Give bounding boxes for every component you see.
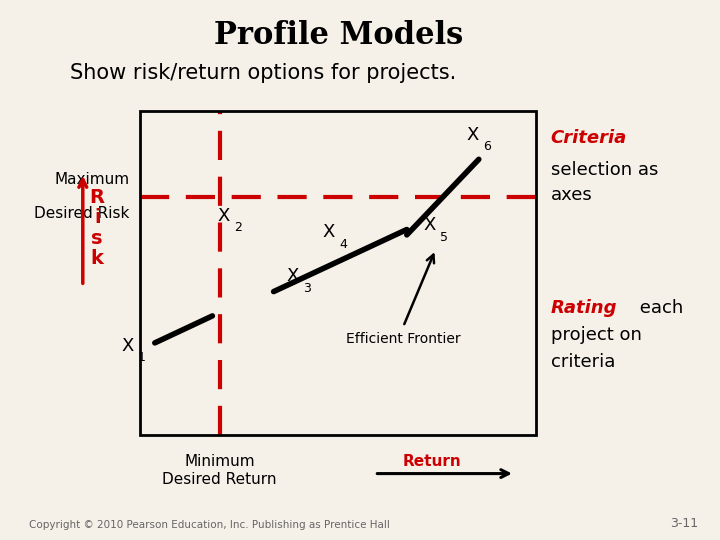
- Text: i: i: [94, 208, 101, 227]
- Text: each: each: [634, 299, 683, 317]
- Text: X: X: [217, 207, 230, 225]
- Text: 3-11: 3-11: [670, 517, 698, 530]
- Text: Minimum: Minimum: [184, 454, 255, 469]
- Text: selection as: selection as: [551, 161, 658, 179]
- Text: X: X: [287, 267, 300, 286]
- Text: 3: 3: [304, 282, 311, 295]
- Text: axes: axes: [551, 186, 593, 205]
- Text: Criteria: Criteria: [551, 129, 627, 147]
- Text: project on: project on: [551, 326, 642, 344]
- Text: Return: Return: [402, 454, 462, 469]
- Text: Efficient Frontier: Efficient Frontier: [346, 332, 461, 346]
- Text: Maximum: Maximum: [55, 172, 130, 187]
- Text: 5: 5: [440, 231, 449, 244]
- Bar: [140, 111, 536, 435]
- Text: 4: 4: [340, 238, 347, 251]
- Text: R: R: [90, 187, 104, 207]
- Text: X: X: [467, 126, 480, 144]
- Text: Profile Models: Profile Models: [214, 19, 463, 51]
- Text: 6: 6: [484, 140, 491, 153]
- Text: Desired Risk: Desired Risk: [35, 206, 130, 221]
- Text: k: k: [91, 249, 104, 268]
- Text: X: X: [323, 223, 336, 241]
- Text: Rating: Rating: [551, 299, 617, 317]
- Text: 2: 2: [234, 221, 241, 234]
- Text: 1: 1: [138, 351, 145, 364]
- Text: X: X: [423, 216, 436, 234]
- Text: Show risk/return options for projects.: Show risk/return options for projects.: [70, 63, 456, 83]
- Text: X: X: [121, 336, 134, 355]
- Text: criteria: criteria: [551, 353, 615, 371]
- Text: Desired Return: Desired Return: [162, 472, 277, 488]
- Text: Copyright © 2010 Pearson Education, Inc. Publishing as Prentice Hall: Copyright © 2010 Pearson Education, Inc.…: [29, 520, 390, 530]
- Text: s: s: [91, 228, 103, 248]
